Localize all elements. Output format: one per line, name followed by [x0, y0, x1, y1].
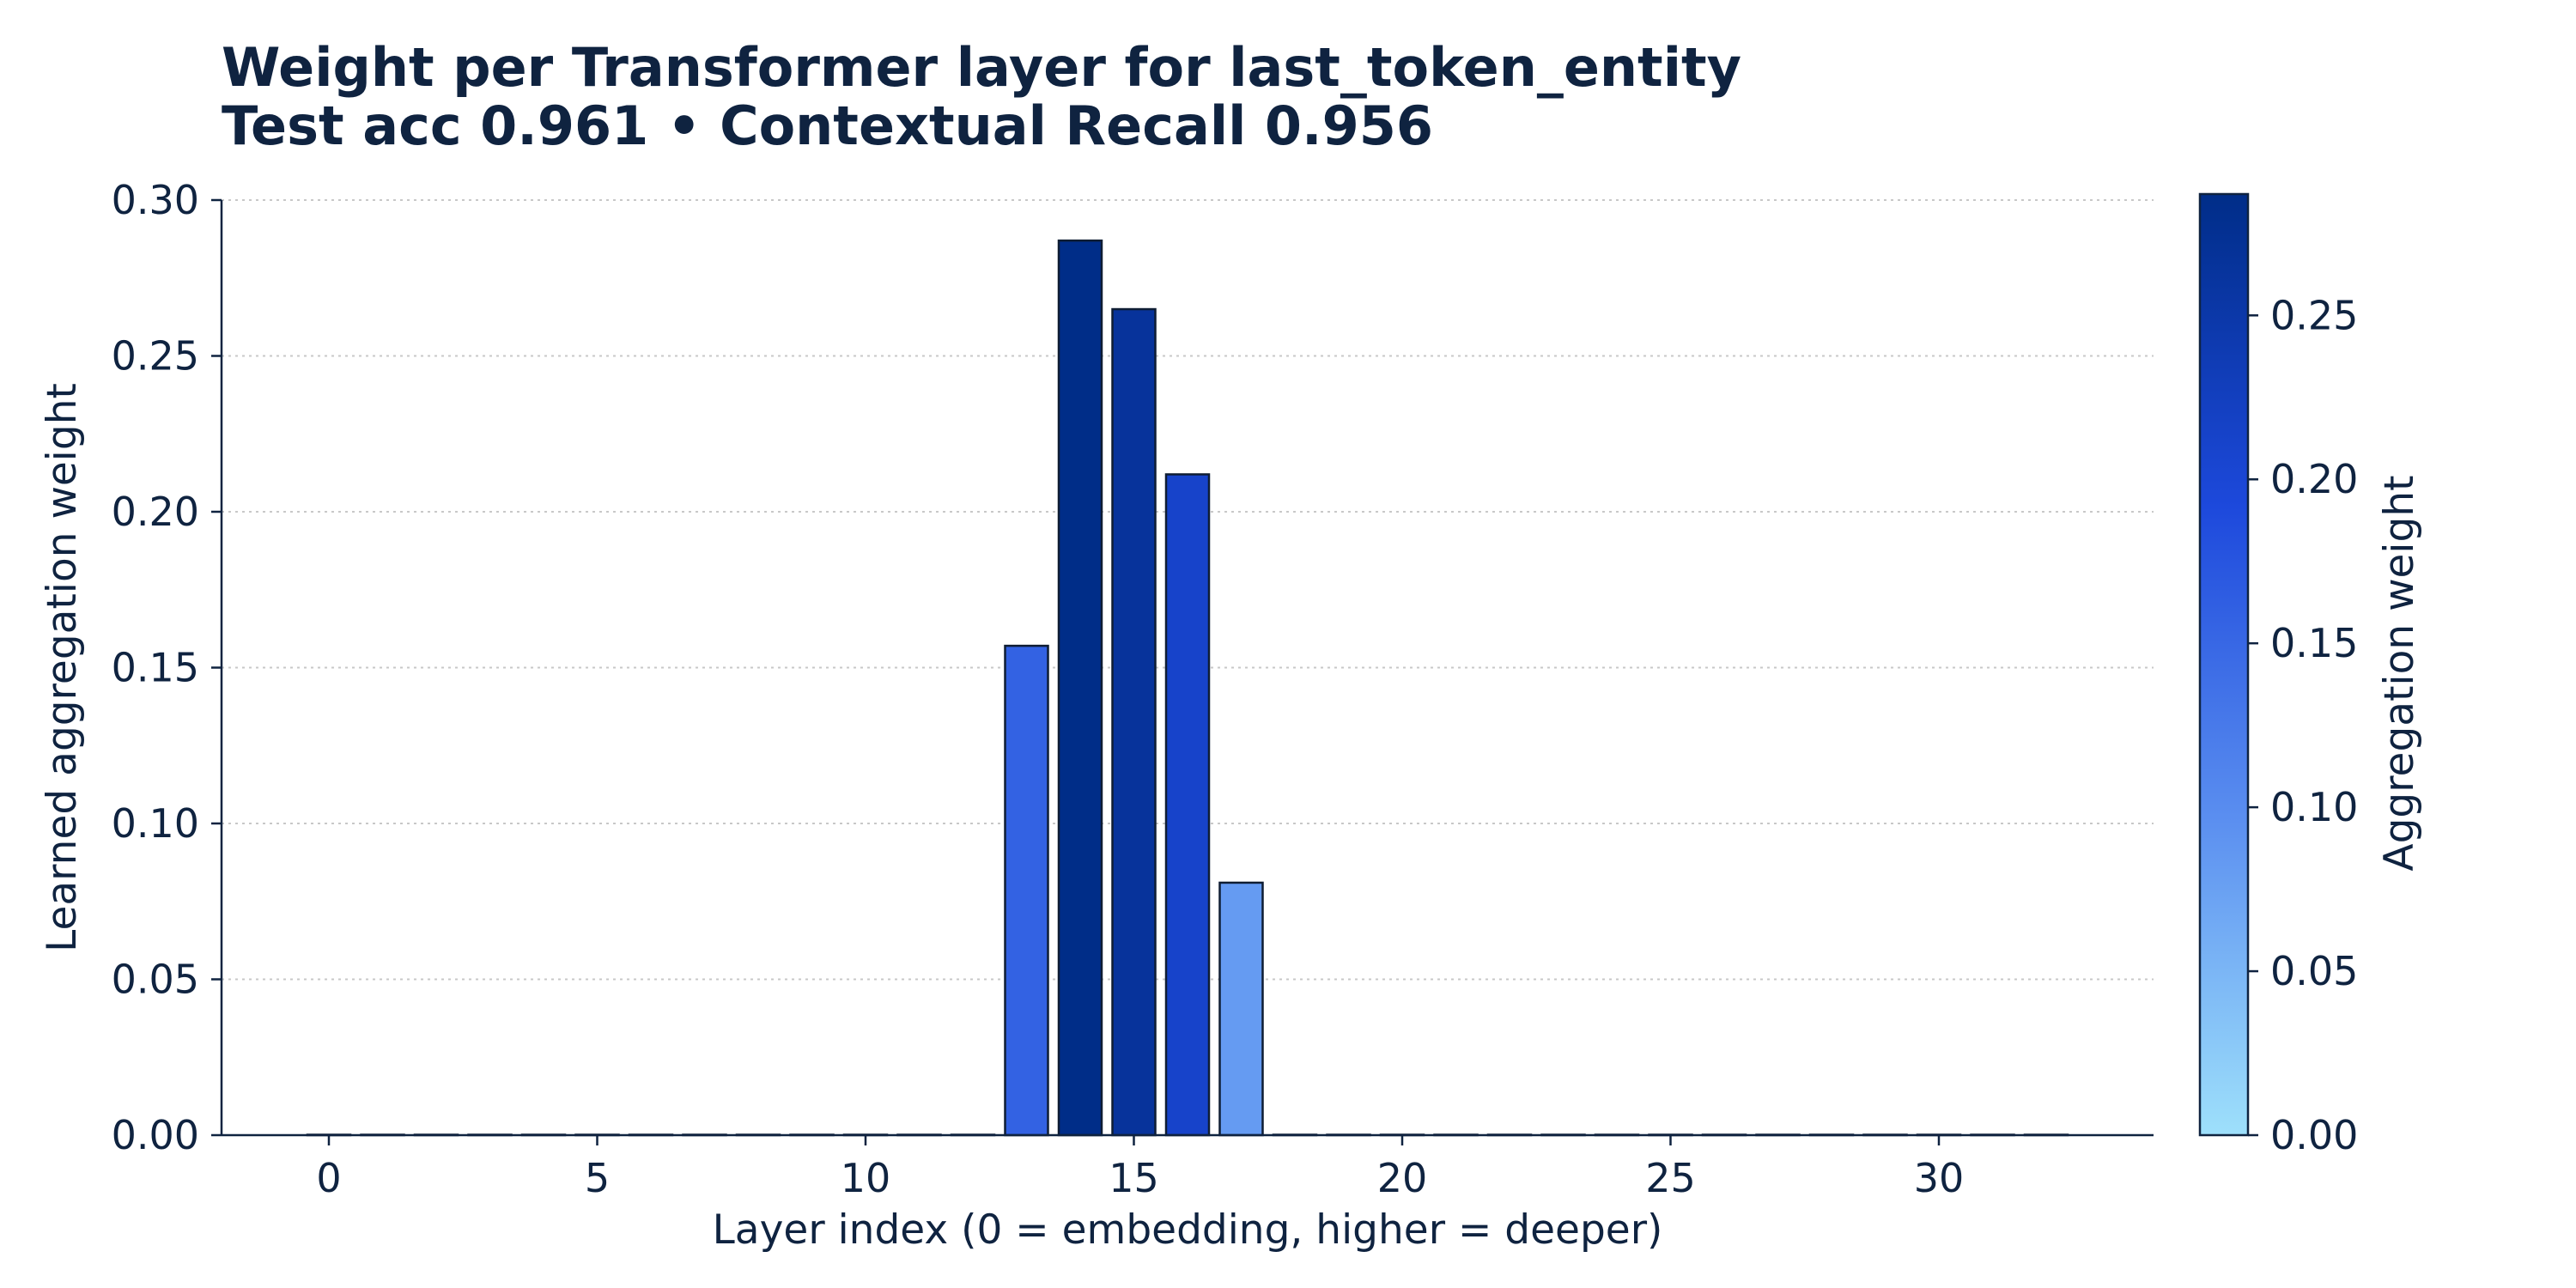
x-tick-label: 30: [1914, 1155, 1965, 1201]
colorbar-tick-label: 0.00: [2270, 1112, 2358, 1158]
colorbar-tick-label: 0.25: [2270, 292, 2358, 338]
x-ticks: 0 5 10 15 20 25 30: [316, 1135, 1964, 1201]
colorbar-tick-label: 0.10: [2270, 784, 2358, 830]
bar-layer-13: [1004, 644, 1049, 1137]
colorbar-gradient: [2198, 192, 2250, 1137]
x-tick-label: 5: [585, 1155, 610, 1201]
bars: [306, 239, 2069, 1137]
x-tick-label: 25: [1645, 1155, 1696, 1201]
colorbar-tick-label: 0.20: [2270, 456, 2358, 502]
bar-layer-16: [1164, 473, 1211, 1137]
x-tick-label: 20: [1377, 1155, 1428, 1201]
y-tick-label: 0.25: [112, 333, 199, 380]
bar-layer-17: [1218, 881, 1264, 1137]
y-axis-label: Learned aggregation weight: [39, 383, 86, 952]
x-tick-label: 10: [841, 1155, 891, 1201]
x-axis-label: Layer index (0 = embedding, higher = dee…: [713, 1206, 1663, 1254]
bar-layer-14: [1057, 239, 1103, 1137]
chart-title: Weight per Transformer layer for last_to…: [222, 36, 1741, 99]
chart-subtitle: Test acc 0.961 • Contextual Recall 0.956: [222, 94, 1433, 157]
colorbar-tick-label: 0.15: [2270, 620, 2358, 666]
y-tick-label: 0.20: [112, 489, 199, 535]
y-tick-label: 0.05: [112, 957, 199, 1003]
y-tick-label: 0.15: [112, 645, 199, 691]
colorbar-tick-label: 0.05: [2270, 948, 2358, 994]
bar-layer-15: [1111, 307, 1157, 1137]
grid-lines: [222, 199, 2154, 981]
y-ticks: 0.00 0.05 0.10 0.15 0.20 0.25 0.30: [112, 177, 222, 1158]
colorbar-ticks: 0.00 0.05 0.10 0.15 0.20 0.25: [2248, 292, 2358, 1158]
x-tick-label: 15: [1109, 1155, 1159, 1201]
y-tick-label: 0.10: [112, 800, 199, 847]
y-tick-label: 0.00: [112, 1112, 199, 1158]
colorbar: 0.00 0.05 0.10 0.15 0.20 0.25 Aggregation wei…: [2198, 192, 2423, 1158]
y-tick-label: 0.30: [112, 177, 199, 223]
x-tick-label: 0: [316, 1155, 341, 1201]
plot-area: 0 5 10 15 20 25 30 0.00 0.05 0.10 0.15 0.20 0.25 0.3…: [112, 177, 2154, 1201]
colorbar-label: Aggregation weight: [2376, 475, 2423, 871]
